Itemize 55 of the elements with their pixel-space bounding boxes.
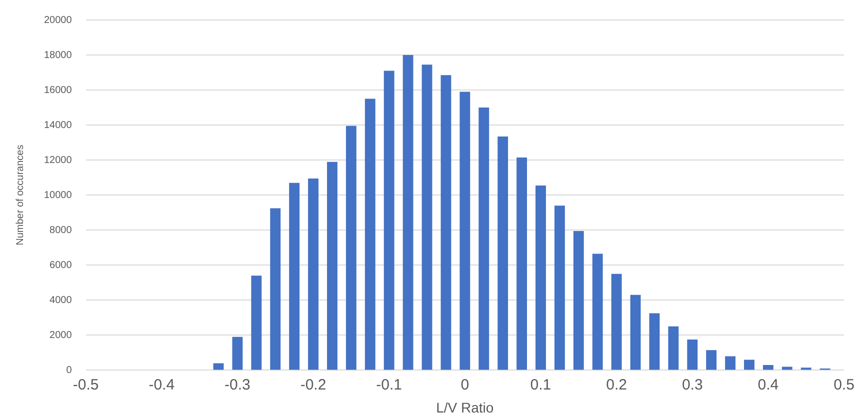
- x-tick-label: -0.5: [72, 376, 99, 394]
- y-tick-label: 10000: [44, 190, 72, 201]
- bar: [460, 92, 470, 370]
- bar: [762, 364, 774, 370]
- y-tick-label: 6000: [50, 260, 72, 271]
- y-tick-label: 16000: [44, 84, 72, 96]
- x-tick-label: 0: [460, 376, 470, 394]
- y-tick-label: 18000: [44, 50, 72, 61]
- bar: [498, 136, 508, 370]
- x-tick-label: -0.3: [224, 376, 250, 394]
- bar: [213, 363, 224, 370]
- y-tick-label: 8000: [50, 224, 72, 236]
- x-tick-label: 0.5: [834, 376, 854, 394]
- bar: [554, 206, 565, 370]
- y-tick-label: 20000: [44, 14, 72, 26]
- bar: [251, 276, 262, 370]
- bar: [289, 182, 300, 370]
- y-tick-label: 0: [66, 364, 72, 376]
- bar: [516, 157, 527, 370]
- bar: [725, 356, 736, 370]
- bar: [592, 254, 603, 370]
- bar: [611, 274, 622, 370]
- bar: [384, 70, 394, 370]
- y-tick-label: 14000: [44, 120, 72, 131]
- bar: [364, 98, 376, 370]
- x-tick-label: -0.4: [148, 376, 175, 394]
- bar: [782, 366, 792, 370]
- bar: [706, 350, 717, 370]
- y-tick-label: 2000: [50, 330, 72, 341]
- x-axis-title: L/V Ratio: [436, 399, 494, 416]
- y-tick-label: 4000: [50, 294, 72, 306]
- bar: [232, 336, 243, 370]
- bar: [630, 294, 641, 370]
- bar: [687, 340, 698, 370]
- bar: [327, 162, 338, 370]
- x-tick-label: 0.3: [682, 376, 703, 394]
- bar: [536, 185, 546, 370]
- y-tick-label: 12000: [44, 154, 72, 166]
- bar: [649, 313, 660, 370]
- bar: [308, 178, 318, 370]
- bar: [478, 108, 490, 370]
- x-tick-label: 0.4: [758, 376, 779, 394]
- x-tick-label: 0.1: [530, 376, 552, 394]
- bar: [440, 75, 452, 370]
- bar: [346, 126, 356, 370]
- bar: [668, 326, 679, 370]
- bar: [573, 230, 584, 370]
- x-tick-label: -0.1: [376, 376, 402, 394]
- x-tick-label: -0.2: [300, 376, 326, 394]
- bar: [270, 208, 281, 370]
- x-tick-label: 0.2: [606, 376, 627, 394]
- y-axis-title: Number of occurances: [14, 144, 26, 246]
- bar: [402, 55, 414, 370]
- bar: [422, 64, 432, 370]
- bar: [744, 360, 754, 370]
